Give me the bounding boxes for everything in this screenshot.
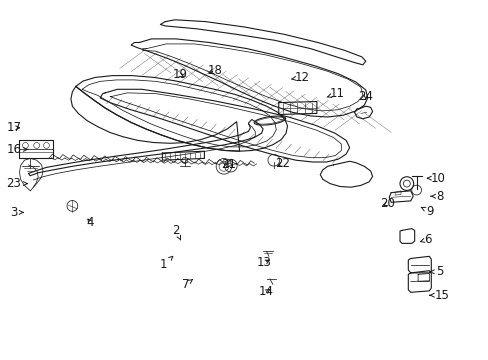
Text: 22: 22 (275, 157, 289, 170)
Text: 14: 14 (259, 285, 273, 298)
Text: 4: 4 (86, 216, 94, 229)
Text: 23: 23 (6, 177, 27, 190)
Text: 1: 1 (160, 256, 172, 271)
Text: 3: 3 (10, 206, 23, 219)
Text: 7: 7 (182, 278, 192, 291)
Text: 12: 12 (291, 71, 309, 84)
Text: 11: 11 (326, 87, 344, 100)
Text: 15: 15 (428, 289, 449, 302)
Text: 13: 13 (256, 256, 271, 269)
Text: 8: 8 (430, 190, 443, 203)
Text: 20: 20 (379, 197, 394, 210)
Text: 21: 21 (221, 158, 236, 171)
Text: 17: 17 (7, 121, 22, 134)
Text: 2: 2 (172, 224, 180, 240)
Text: 24: 24 (358, 90, 372, 103)
Text: 9: 9 (420, 205, 433, 218)
Text: 18: 18 (207, 64, 222, 77)
Text: 19: 19 (172, 68, 187, 81)
Text: 5: 5 (429, 265, 443, 278)
Text: 10: 10 (427, 172, 444, 185)
Text: 16: 16 (7, 143, 28, 156)
Text: 6: 6 (420, 233, 431, 246)
